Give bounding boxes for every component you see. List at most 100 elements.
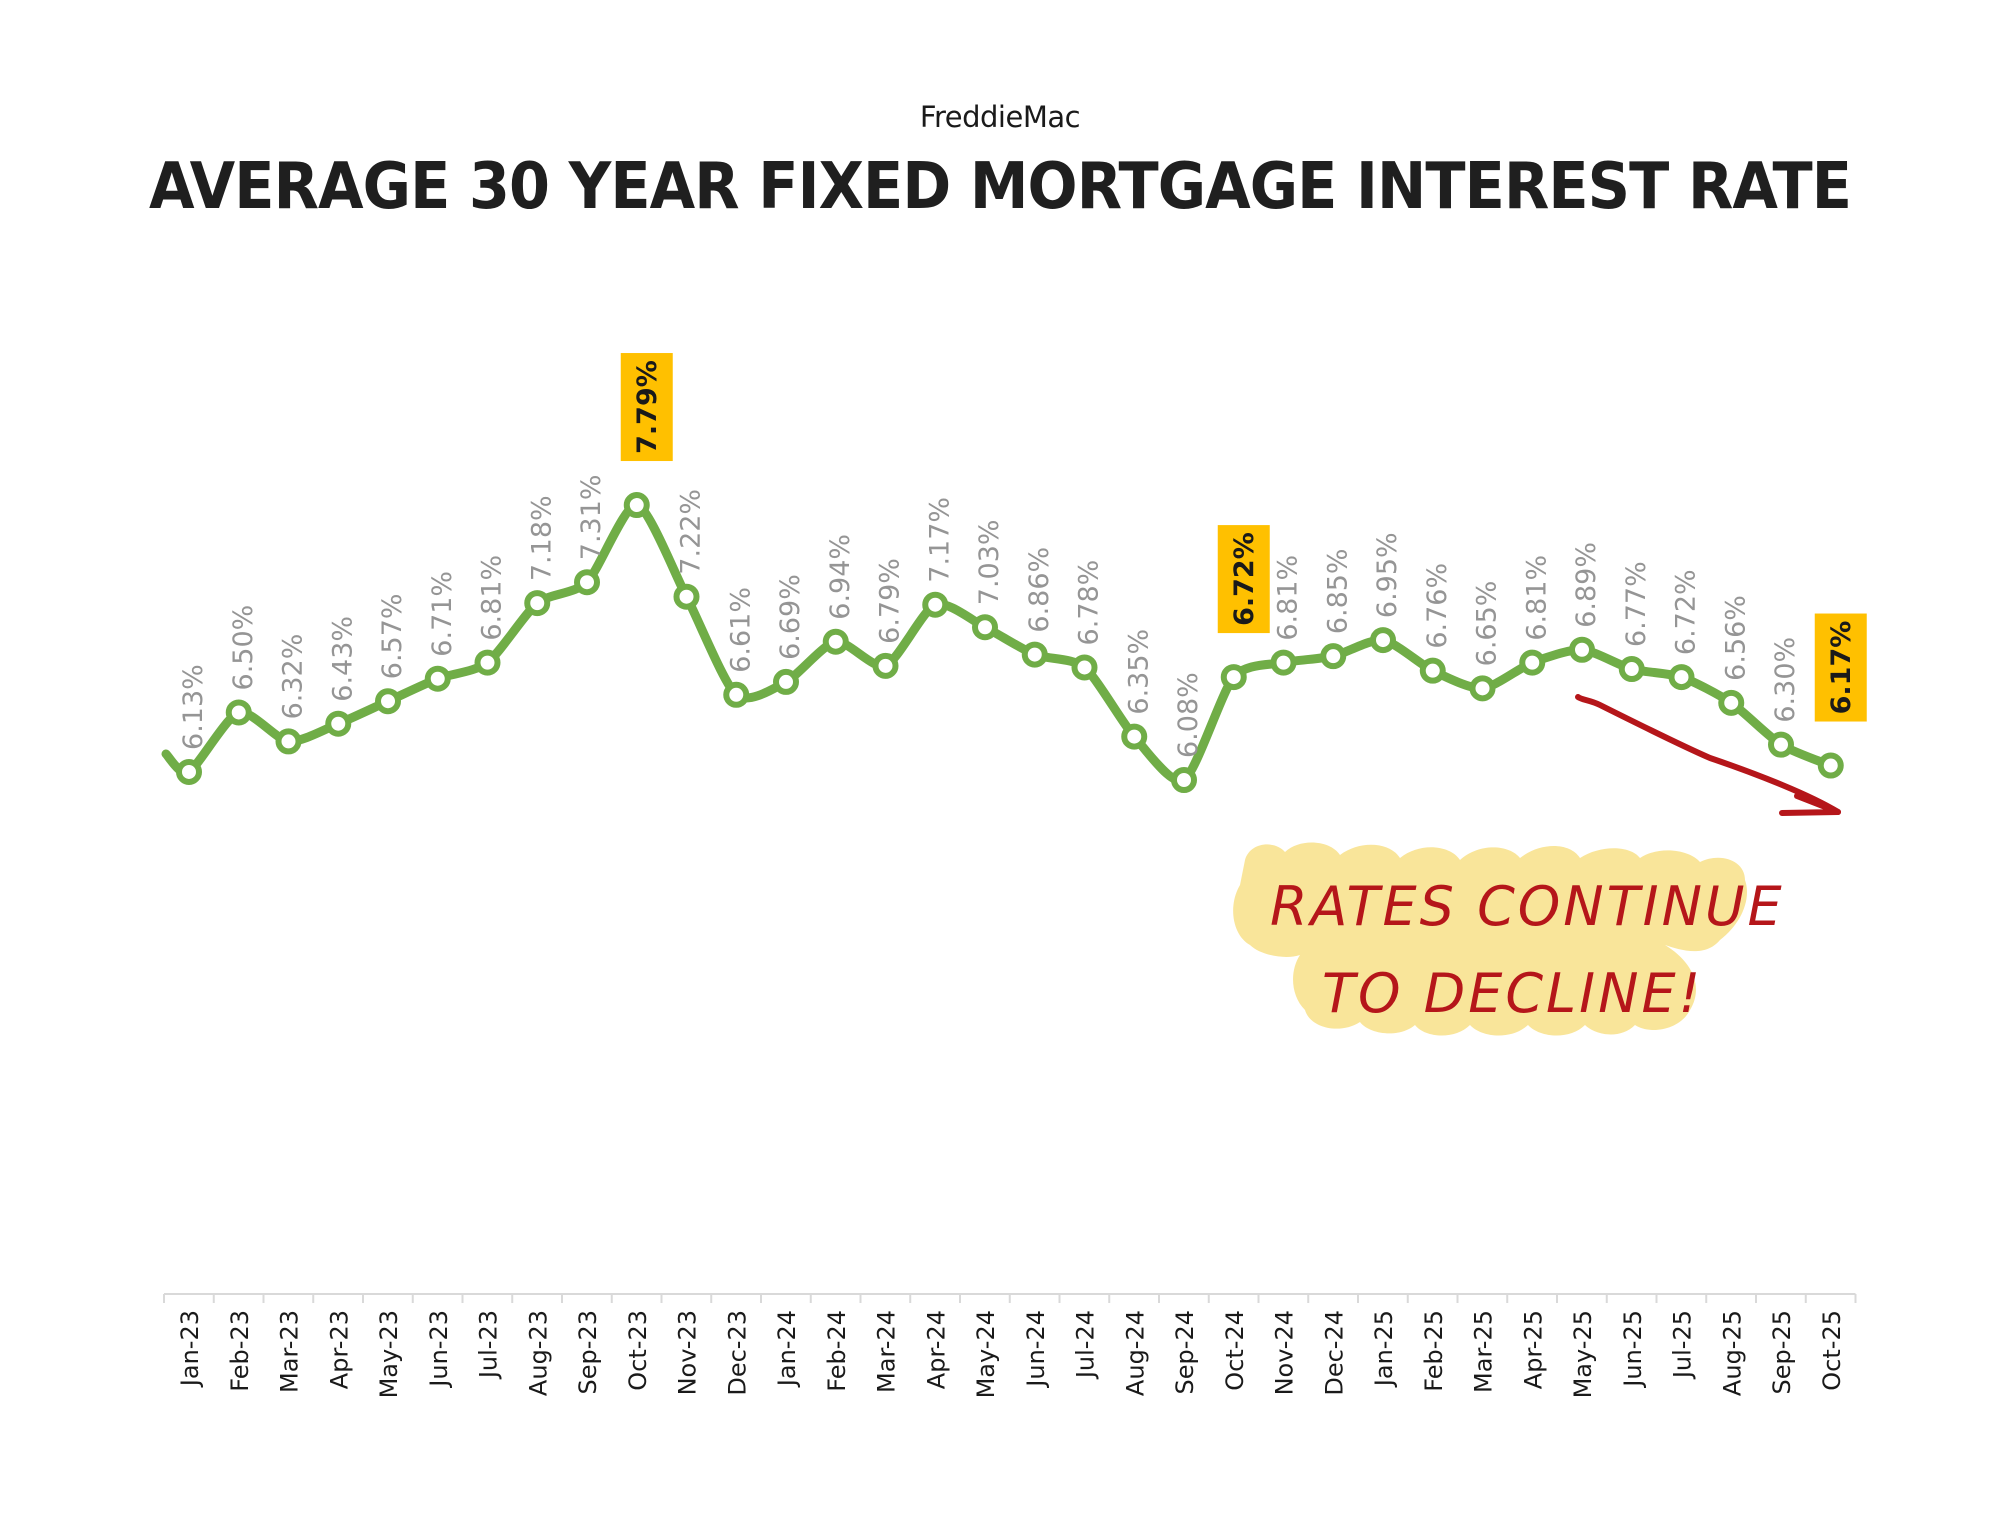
- x-tick-label: Mar-25: [1470, 1310, 1498, 1393]
- chart-title: AVERAGE 30 YEAR FIXED MORTGAGE INTEREST …: [148, 150, 1852, 224]
- x-tick-label: Jan-24: [773, 1310, 801, 1388]
- data-point-marker: [1419, 657, 1446, 684]
- x-tick-label: Aug-23: [524, 1310, 552, 1396]
- x-tick-label: Sep-23: [574, 1310, 602, 1394]
- data-point-marker: [474, 649, 501, 676]
- highlight-value-label: 6.72%: [1229, 532, 1260, 626]
- data-point-marker: [1320, 643, 1347, 670]
- data-point-marker: [375, 688, 401, 715]
- data-point-marker: [325, 710, 352, 737]
- x-tick-label: Apr-25: [1519, 1310, 1547, 1389]
- value-label: 6.78%: [1074, 560, 1105, 646]
- data-point-marker: [673, 583, 700, 610]
- data-point-marker: [1768, 731, 1794, 758]
- chart-source: FreddieMac: [919, 100, 1081, 134]
- x-tick-label: Apr-24: [922, 1310, 950, 1389]
- value-label: 6.32%: [278, 634, 309, 720]
- value-label: 7.17%: [924, 497, 955, 583]
- x-tick-label: Jan-23: [176, 1310, 204, 1388]
- highlight-label-box: [1217, 525, 1270, 634]
- x-tick-label: Jul-24: [1072, 1310, 1100, 1380]
- highlight-blob: [1233, 842, 1748, 1036]
- data-point-marker: [275, 728, 302, 755]
- data-point-marker: [1817, 752, 1844, 779]
- data-point-marker: [1021, 641, 1048, 668]
- value-label: 6.35%: [1123, 629, 1154, 715]
- x-tick-label: May-25: [1569, 1310, 1597, 1398]
- x-tick-label: Aug-24: [1121, 1310, 1149, 1396]
- value-label: 6.30%: [1770, 637, 1801, 723]
- x-tick-label: Apr-23: [325, 1310, 353, 1389]
- value-label: 6.43%: [327, 616, 358, 702]
- x-tick-label: Jun-24: [1022, 1310, 1050, 1389]
- x-tick-label: Mar-23: [276, 1310, 304, 1393]
- x-tick-label: Sep-25: [1768, 1310, 1796, 1394]
- data-point-marker: [524, 590, 551, 617]
- data-point-marker: [1171, 767, 1197, 793]
- x-tick-label: Oct-23: [624, 1310, 652, 1391]
- data-line: [161, 492, 1844, 793]
- value-label: 6.94%: [825, 534, 856, 620]
- value-label: 6.71%: [427, 571, 458, 657]
- value-label: 6.81%: [1521, 555, 1552, 641]
- data-point-marker: [1618, 656, 1645, 683]
- annotation-line-2: TO DECLINE!: [1322, 962, 1703, 1025]
- trend-arrow-icon: [1575, 694, 1841, 815]
- value-label: 6.08%: [1173, 672, 1204, 758]
- data-point-marker: [1469, 675, 1496, 702]
- handwritten-annotation: RATES CONTINUE TO DECLINE!: [1233, 694, 1841, 1036]
- x-tick-label: Dec-24: [1320, 1310, 1348, 1396]
- data-point-marker: [176, 758, 202, 785]
- value-label: 6.69%: [775, 574, 806, 660]
- x-tick-label: Sep-24: [1171, 1310, 1199, 1394]
- data-point-marker: [1121, 723, 1148, 750]
- x-tick-label: Dec-23: [723, 1310, 751, 1396]
- x-tick-label: Jul-23: [475, 1310, 503, 1380]
- data-point-marker: [424, 665, 451, 692]
- data-point-marker: [225, 699, 252, 726]
- x-tick-label: Jun-25: [1619, 1310, 1647, 1389]
- data-point-marker: [574, 569, 600, 596]
- value-label: 6.81%: [477, 555, 508, 641]
- data-point-marker: [1270, 649, 1297, 676]
- value-label: 7.31%: [576, 474, 607, 560]
- data-point-marker: [972, 614, 998, 641]
- x-tick-label: Jan-25: [1370, 1310, 1398, 1388]
- value-label: 6.89%: [1571, 542, 1602, 628]
- value-label: 6.95%: [1372, 532, 1403, 618]
- annotation-line-1: RATES CONTINUE: [1270, 875, 1785, 938]
- x-tick-label: Jul-25: [1669, 1310, 1697, 1380]
- highlight-value-label: 6.17%: [1826, 621, 1857, 715]
- x-tick-label: Nov-23: [674, 1310, 702, 1395]
- data-point-marker: [1519, 649, 1546, 676]
- value-label: 7.18%: [526, 495, 557, 581]
- data-point-marker: [1370, 627, 1396, 654]
- data-point-marker: [723, 681, 750, 708]
- x-tick-label: May-24: [972, 1310, 1000, 1398]
- value-label: 6.79%: [875, 558, 906, 644]
- value-label: 6.85%: [1322, 548, 1353, 634]
- data-point-marker: [922, 591, 949, 618]
- highlight-label-box: [1814, 613, 1867, 722]
- data-point-marker: [1071, 654, 1098, 681]
- value-label: 6.50%: [228, 605, 259, 691]
- data-point-marker: [623, 492, 650, 519]
- value-label: 6.61%: [725, 587, 756, 673]
- value-label: 6.86%: [1024, 547, 1055, 633]
- value-label: 6.76%: [1422, 563, 1453, 649]
- x-tick-label: Oct-25: [1818, 1310, 1846, 1391]
- value-label: 6.13%: [178, 664, 209, 750]
- data-point-marker: [773, 668, 799, 695]
- data-point-marker: [1718, 689, 1745, 716]
- value-label: 6.56%: [1720, 595, 1751, 681]
- value-label: 7.22%: [676, 489, 707, 575]
- x-tick-label: Jun-23: [425, 1310, 453, 1389]
- data-point-marker: [1220, 664, 1247, 691]
- x-tick-label: Aug-25: [1718, 1310, 1746, 1396]
- value-label: 6.57%: [377, 593, 408, 679]
- x-tick-label: Feb-23: [226, 1310, 254, 1392]
- data-point-marker: [822, 628, 849, 655]
- x-tick-label: Oct-24: [1221, 1310, 1249, 1391]
- data-point-marker: [872, 652, 899, 679]
